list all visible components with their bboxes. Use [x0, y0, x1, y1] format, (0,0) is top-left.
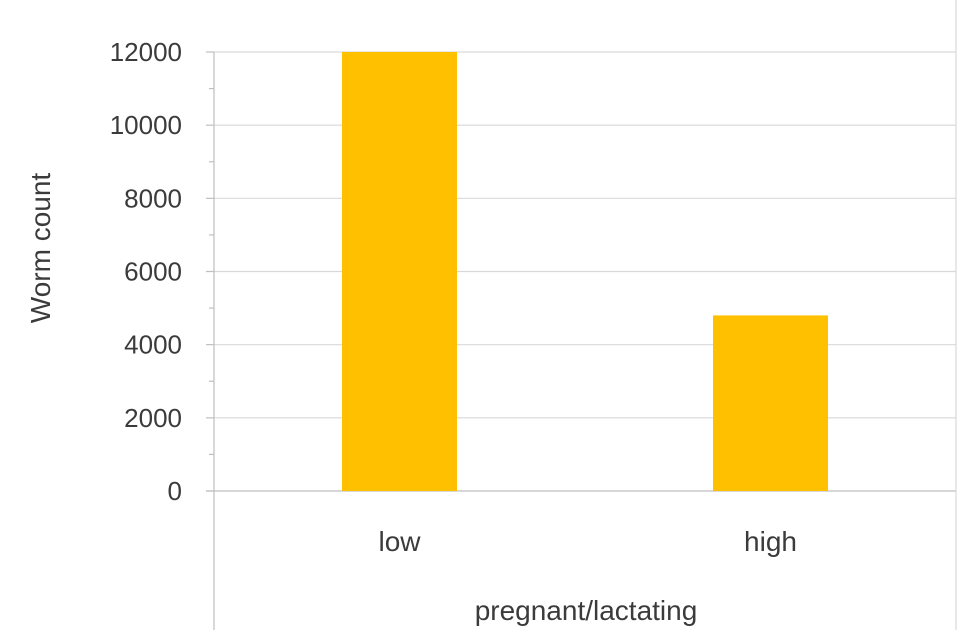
- bar-low: [341, 52, 458, 491]
- bar-high: [712, 315, 829, 491]
- gridlines: [214, 51, 956, 419]
- y-axis-ticks: 0 2000 4000 6000 8000 10000 12000: [110, 37, 214, 506]
- bars: [341, 52, 829, 491]
- y-tick-label: 0: [168, 476, 182, 506]
- y-tick-label: 4000: [124, 330, 182, 360]
- y-tick-label: 12000: [110, 37, 182, 67]
- x-tick-label: low: [378, 526, 421, 557]
- x-axis-ticks: low high: [378, 526, 796, 557]
- y-tick-label: 10000: [110, 110, 182, 140]
- y-axis-label: Worm count: [25, 173, 56, 324]
- y-tick-label: 8000: [124, 183, 182, 213]
- x-tick-label: high: [744, 526, 797, 557]
- chart-frame: [206, 0, 957, 630]
- y-tick-label: 2000: [124, 403, 182, 433]
- y-tick-label: 6000: [124, 257, 182, 287]
- x-axis-label: pregnant/lactating: [475, 595, 698, 626]
